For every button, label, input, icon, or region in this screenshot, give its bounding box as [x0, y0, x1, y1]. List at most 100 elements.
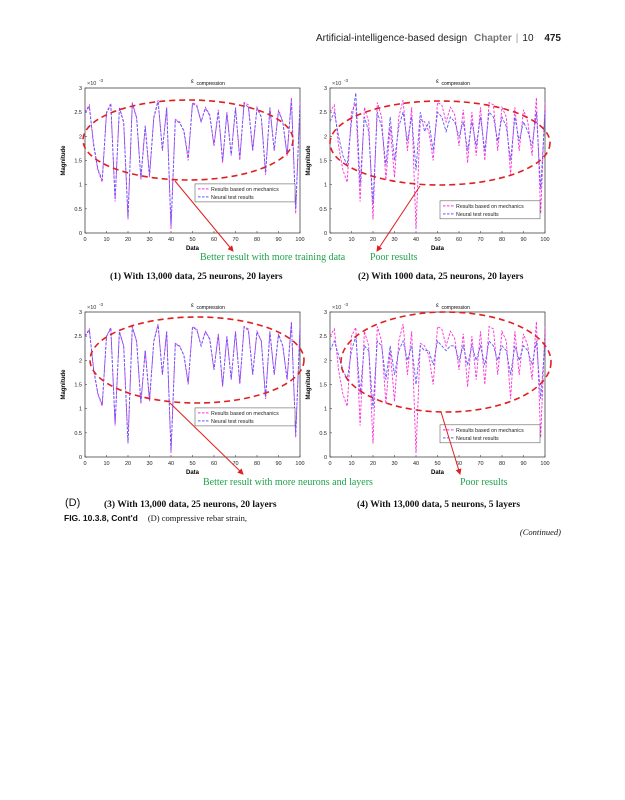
- scale-label: ×10: [332, 81, 341, 87]
- x-axis-label: Data: [186, 246, 200, 252]
- y-axis-label: Magnitude: [61, 369, 67, 400]
- x-tick-label: 80: [254, 461, 260, 467]
- y-tick-label: 2.5: [319, 110, 327, 116]
- chapter-number: 10: [522, 33, 534, 44]
- y-tick-label: 3: [324, 86, 327, 92]
- x-tick-label: 50: [189, 237, 195, 243]
- y-tick-label: 2: [324, 134, 327, 140]
- x-tick-label: 60: [456, 461, 462, 467]
- chart-4: ε compression×10-30 10 20 30 40 50 60 70 80 90 1000…: [306, 302, 550, 476]
- chapter-label: Chapter: [474, 33, 512, 44]
- caption-1: (1) With 13,000 data, 25 neurons, 20 lay…: [110, 272, 283, 282]
- caption-2: (2) With 1000 data, 25 neurons, 20 layer…: [358, 272, 524, 282]
- y-tick-label: 2.5: [74, 334, 82, 340]
- scale-label: ×10: [87, 81, 96, 87]
- x-tick-label: 50: [434, 461, 440, 467]
- x-tick-label: 60: [211, 461, 217, 467]
- y-tick-label: 1: [79, 407, 82, 413]
- chart-title: ε: [191, 79, 194, 85]
- scale-label: ×10: [87, 305, 96, 311]
- panel-label: (D): [65, 497, 81, 509]
- annotation-top-right: Poor results: [370, 252, 418, 263]
- x-tick-label: 0: [83, 461, 86, 467]
- y-tick-label: 3: [324, 310, 327, 316]
- y-tick-label: 0: [324, 455, 327, 461]
- x-tick-label: 70: [477, 461, 483, 467]
- x-axis-label: Data: [431, 246, 445, 252]
- x-tick-label: 20: [125, 461, 131, 467]
- x-tick-label: 40: [168, 461, 174, 467]
- y-axis-label: Magnitude: [306, 369, 312, 400]
- y-tick-label: 1: [324, 183, 327, 189]
- x-tick-label: 0: [83, 237, 86, 243]
- caption-4: (4) With 13,000 data, 5 neurons, 5 layer…: [357, 500, 521, 510]
- x-tick-label: 50: [189, 461, 195, 467]
- y-tick-label: 0.5: [74, 207, 82, 213]
- x-tick-label: 80: [254, 237, 260, 243]
- legend-entry: Results based on mechanics: [456, 204, 524, 210]
- y-tick-label: 0.5: [74, 431, 82, 437]
- chart-title-subscript: compression: [442, 305, 471, 311]
- legend-entry: Results based on mechanics: [456, 428, 524, 434]
- legend-entry: Neural test results: [211, 195, 254, 201]
- x-tick-label: 30: [146, 237, 152, 243]
- x-tick-label: 40: [413, 461, 419, 467]
- chart-title-subscript: compression: [197, 81, 226, 87]
- continued-note: (Continued): [519, 527, 561, 537]
- x-tick-label: 70: [232, 237, 238, 243]
- x-tick-label: 30: [391, 461, 397, 467]
- y-axis-label: Magnitude: [306, 145, 312, 176]
- y-tick-label: 0.5: [319, 207, 327, 213]
- x-tick-label: 90: [520, 237, 526, 243]
- caption-3: (3) With 13,000 data, 25 neurons, 20 lay…: [104, 500, 277, 510]
- x-tick-label: 70: [477, 237, 483, 243]
- y-tick-label: 1.5: [74, 383, 82, 389]
- chart-title-subscript: compression: [197, 305, 226, 311]
- x-tick-label: 10: [103, 461, 109, 467]
- x-tick-label: 10: [103, 237, 109, 243]
- running-title: Artificial-intelligence-based design: [316, 33, 468, 44]
- y-tick-label: 2.5: [319, 334, 327, 340]
- x-tick-label: 90: [275, 461, 281, 467]
- x-tick-label: 10: [348, 237, 354, 243]
- legend-entry: Results based on mechanics: [211, 187, 279, 193]
- x-tick-label: 10: [348, 461, 354, 467]
- x-tick-label: 90: [520, 461, 526, 467]
- y-tick-label: 3: [79, 86, 82, 92]
- x-tick-label: 90: [275, 237, 281, 243]
- x-tick-label: 40: [168, 237, 174, 243]
- annotation-top-left: Better result with more training data: [200, 252, 346, 263]
- page-number: 475: [544, 33, 561, 44]
- running-header: Artificial-intelligence-based design Cha…: [316, 33, 561, 44]
- x-tick-label: 100: [295, 237, 304, 243]
- scale-exponent: -3: [99, 302, 103, 307]
- y-tick-label: 1.5: [319, 159, 327, 165]
- legend-entry: Neural test results: [211, 419, 254, 425]
- x-tick-label: 40: [413, 237, 419, 243]
- legend-entry: Results based on mechanics: [211, 411, 279, 417]
- scale-exponent: -3: [344, 78, 348, 83]
- legend-box: [439, 424, 541, 444]
- x-tick-label: 0: [328, 237, 331, 243]
- y-tick-label: 2.5: [74, 110, 82, 116]
- x-tick-label: 80: [499, 237, 505, 243]
- x-tick-label: 20: [370, 237, 376, 243]
- figure-label: FIG. 10.3.8, Cont'd: [64, 513, 138, 523]
- x-tick-label: 20: [125, 237, 131, 243]
- y-tick-label: 2: [79, 358, 82, 364]
- x-tick-label: 70: [232, 461, 238, 467]
- y-tick-label: 0: [79, 231, 82, 237]
- scale-exponent: -3: [344, 302, 348, 307]
- y-axis-label: Magnitude: [61, 145, 67, 176]
- y-tick-label: 2: [324, 358, 327, 364]
- legend-entry: Neural test results: [456, 212, 499, 218]
- x-tick-label: 80: [499, 461, 505, 467]
- x-axis-label: Data: [431, 470, 445, 476]
- x-tick-label: 60: [211, 237, 217, 243]
- x-tick-label: 30: [146, 461, 152, 467]
- y-tick-label: 1: [79, 183, 82, 189]
- y-tick-label: 1: [324, 407, 327, 413]
- y-tick-label: 1.5: [74, 159, 82, 165]
- x-tick-label: 50: [434, 237, 440, 243]
